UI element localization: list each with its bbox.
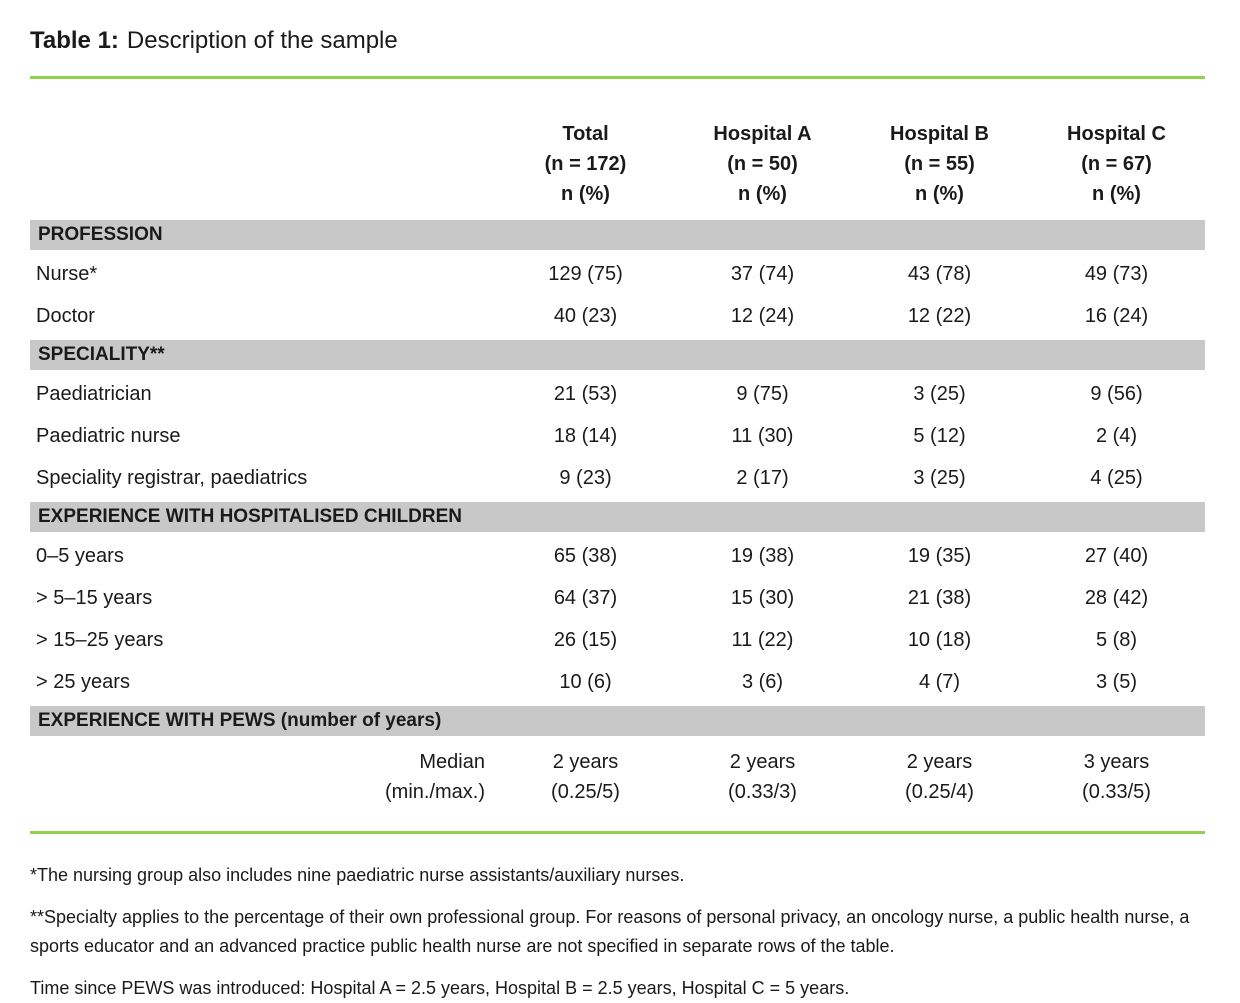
cell-value: 129 (75)	[548, 262, 623, 285]
cell-value: 5 (8)	[1095, 628, 1138, 651]
cell-value: 2 years (0.25/4)	[905, 751, 974, 803]
cell-value: 4 (25)	[1090, 466, 1143, 489]
header-cell-empty	[30, 119, 497, 209]
cell-value: 43 (78)	[907, 262, 972, 285]
cell-value: 26 (15)	[553, 628, 618, 651]
footnote: *The nursing group also includes nine pa…	[30, 865, 685, 885]
table-row: > 15–25 years 26 (15) 11 (22) 10 (18) 5 (8)	[30, 619, 1205, 661]
row-label: > 15–25 years	[36, 628, 164, 651]
footnotes-block: *The nursing group also includes nine pa…	[30, 861, 1205, 1003]
table-row: Paediatric nurse 18 (14) 11 (30) 5 (12) 2 (4…	[30, 415, 1205, 457]
cell-value: 65 (38)	[553, 544, 618, 567]
cell-value: 19 (38)	[730, 544, 795, 567]
table-title: Table 1: Description of the sample	[30, 26, 1205, 56]
table-title-text: Description of the sample	[126, 27, 398, 54]
row-label: Median (min./max.)	[385, 751, 485, 803]
cell-value: 9 (75)	[736, 382, 789, 405]
cell-value: 28 (42)	[1084, 586, 1149, 609]
cell-value: 5 (12)	[913, 424, 966, 447]
cell-value: 64 (37)	[553, 586, 618, 609]
cell-value: 37 (74)	[730, 262, 795, 285]
row-label: Paediatric nurse	[36, 424, 181, 447]
table-row: Speciality registrar, paediatrics 9 (23) 2…	[30, 457, 1205, 499]
table-row: > 5–15 years 64 (37) 15 (30) 21 (38) 28 (42)	[30, 577, 1205, 619]
cell-value: 10 (6)	[559, 670, 612, 693]
cell-value: 49 (73)	[1084, 262, 1149, 285]
footnote: Time since PEWS was introduced: Hospital…	[30, 978, 850, 998]
row-label: Nurse*	[36, 262, 98, 285]
cell-value: 3 (6)	[741, 670, 784, 693]
sample-description-table: Total (n = 172) n (%) Hospital A (n = 50)…	[30, 79, 1205, 821]
table-row: > 25 years 10 (6) 3 (6) 4 (7) 3 (5)	[30, 661, 1205, 703]
bottom-rule	[30, 831, 1205, 834]
row-label: > 25 years	[36, 670, 130, 693]
row-label: Doctor	[36, 304, 95, 327]
cell-value: 18 (14)	[553, 424, 618, 447]
table-header-row: Total (n = 172) n (%) Hospital A (n = 50)…	[30, 79, 1205, 217]
top-rule	[30, 76, 1205, 79]
column-header: Hospital B (n = 55) n (%)	[890, 123, 989, 205]
cell-value: 9 (56)	[1090, 382, 1143, 405]
cell-value: 4 (7)	[918, 670, 961, 693]
cell-value: 3 (5)	[1095, 670, 1138, 693]
cell-value: 2 (17)	[736, 466, 789, 489]
cell-value: 10 (18)	[907, 628, 972, 651]
cell-value: 16 (24)	[1084, 304, 1149, 327]
table-row: Nurse* 129 (75) 37 (74) 43 (78) 49 (73)	[30, 253, 1205, 295]
row-label: Speciality registrar, paediatrics	[36, 466, 308, 489]
table-row: Doctor 40 (23) 12 (24) 12 (22) 16 (24)	[30, 295, 1205, 337]
cell-value: 3 (25)	[913, 466, 966, 489]
row-label: 0–5 years	[36, 544, 124, 567]
row-label: Paediatrician	[36, 382, 152, 405]
section-header: EXPERIENCE WITH PEWS (number of years)	[30, 706, 1205, 736]
table-row: 0–5 years 65 (38) 19 (38) 19 (35) 27 (40)	[30, 535, 1205, 577]
cell-value: 21 (38)	[907, 586, 972, 609]
column-header: Hospital C (n = 67) n (%)	[1067, 123, 1166, 205]
cell-value: 21 (53)	[553, 382, 618, 405]
cell-value: 19 (35)	[907, 544, 972, 567]
section-header: SPECIALITY**	[30, 340, 1205, 370]
column-header: Total (n = 172) n (%)	[544, 123, 627, 205]
cell-value: 9 (23)	[559, 466, 612, 489]
cell-value: 15 (30)	[730, 586, 795, 609]
section-header: EXPERIENCE WITH HOSPITALISED CHILDREN	[30, 502, 1205, 532]
cell-value: 12 (22)	[907, 304, 972, 327]
cell-value: 27 (40)	[1084, 544, 1149, 567]
cell-value: 3 years (0.33/5)	[1082, 751, 1151, 803]
table-row: Median (min./max.) 2 years (0.25/5) 2 year…	[30, 739, 1205, 821]
cell-value: 2 years (0.33/3)	[728, 751, 797, 803]
footnote: **Specialty applies to the percentage of…	[30, 907, 1190, 956]
cell-value: 40 (23)	[553, 304, 618, 327]
cell-value: 11 (30)	[731, 424, 794, 447]
cell-value: 12 (24)	[730, 304, 795, 327]
cell-value: 3 (25)	[913, 382, 966, 405]
table-row: Paediatrician 21 (53) 9 (75) 3 (25) 9 (56)	[30, 373, 1205, 415]
cell-value: 2 years (0.25/5)	[551, 751, 620, 803]
row-label: > 5–15 years	[36, 586, 153, 609]
cell-value: 11 (22)	[731, 628, 794, 651]
section-header: PROFESSION	[30, 220, 1205, 250]
table-title-label: Table 1:	[30, 27, 119, 54]
column-header: Hospital A (n = 50) n (%)	[713, 123, 812, 205]
cell-value: 2 (4)	[1095, 424, 1138, 447]
